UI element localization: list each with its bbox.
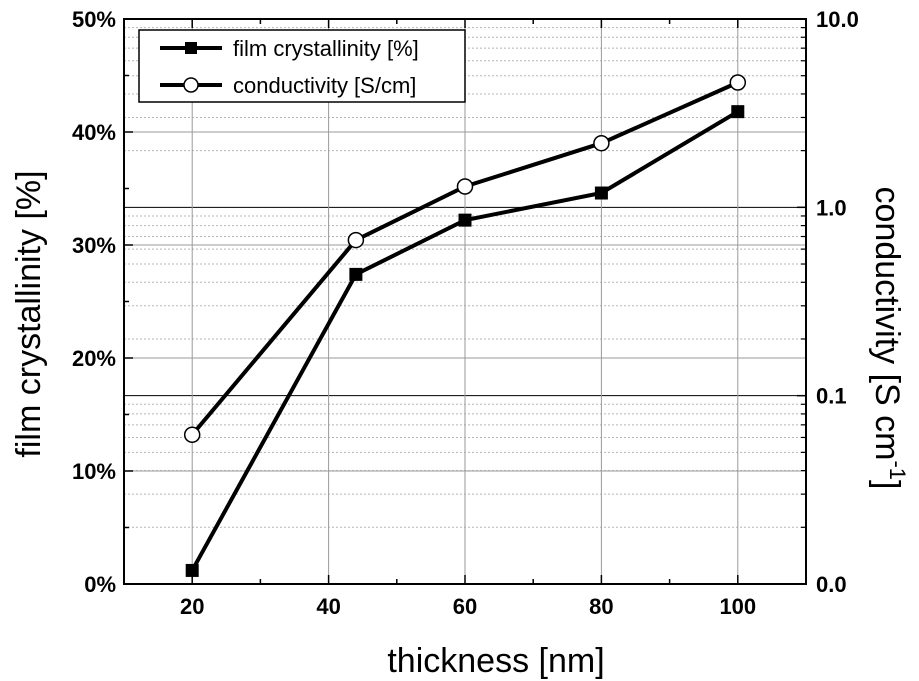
- tick-labels: 20 40 60 80 100 0% 10% 20% 30% 40% 50% 0.0 0.1 1.0 10.…: [72, 7, 859, 619]
- legend-item-film-crystallinity: film crystallinity [%]: [160, 36, 419, 61]
- legend-label-film-crystallinity: film crystallinity [%]: [233, 36, 419, 61]
- legend: film crystallinity [%] conductivity [S/c…: [138, 29, 466, 103]
- series-film-crystallinity: [185, 105, 745, 577]
- data-point-conductivity: [183, 426, 201, 444]
- right-tick-label: 10.0: [816, 7, 859, 32]
- legend-marker-conductivity: [183, 77, 199, 93]
- right-axis-title: conductivity [S cm-1]: [868, 187, 910, 490]
- data-point-conductivity: [593, 134, 610, 152]
- left-tick-label: 30%: [72, 233, 116, 258]
- legend-item-conductivity: conductivity [S/cm]: [160, 73, 416, 98]
- data-point-conductivity: [456, 178, 474, 195]
- data-point-conductivity: [347, 231, 365, 249]
- x-tick-label: 20: [180, 594, 204, 619]
- left-tick-label: 40%: [72, 120, 116, 145]
- data-point-film-crystallinity: [185, 563, 199, 577]
- data-point-film-crystallinity: [594, 186, 608, 200]
- left-tick-label: 0%: [84, 572, 116, 597]
- data-point-film-crystallinity: [458, 213, 472, 227]
- x-tick-label: 40: [316, 594, 340, 619]
- x-tick-label: 80: [589, 594, 613, 619]
- data-point-film-crystallinity: [349, 267, 363, 281]
- left-tick-label: 50%: [72, 7, 116, 32]
- left-tick-label: 10%: [72, 459, 116, 484]
- series-group: [183, 74, 747, 577]
- right-tick-label: 0.1: [816, 384, 847, 409]
- legend-label-conductivity: conductivity [S/cm]: [233, 73, 416, 98]
- left-axis-title: film crystallinity [%]: [10, 170, 48, 457]
- data-point-conductivity: [729, 74, 747, 91]
- right-axis-title-superscript: -1: [885, 460, 910, 480]
- right-axis-title-close: ]: [868, 480, 906, 489]
- series-conductivity: [183, 74, 747, 444]
- axis-ticks: [123, 18, 807, 585]
- x-axis-title: thickness [nm]: [387, 642, 604, 680]
- x-tick-label: 60: [453, 594, 477, 619]
- legend-marker-film-crystallinity: [185, 42, 197, 54]
- right-axis-title-main: conductivity [S cm: [868, 187, 906, 461]
- right-tick-label: 0.0: [816, 572, 847, 597]
- left-tick-label: 20%: [72, 346, 116, 371]
- x-tick-label: 100: [719, 594, 756, 619]
- right-tick-label: 1.0: [816, 195, 847, 220]
- data-point-film-crystallinity: [731, 105, 745, 119]
